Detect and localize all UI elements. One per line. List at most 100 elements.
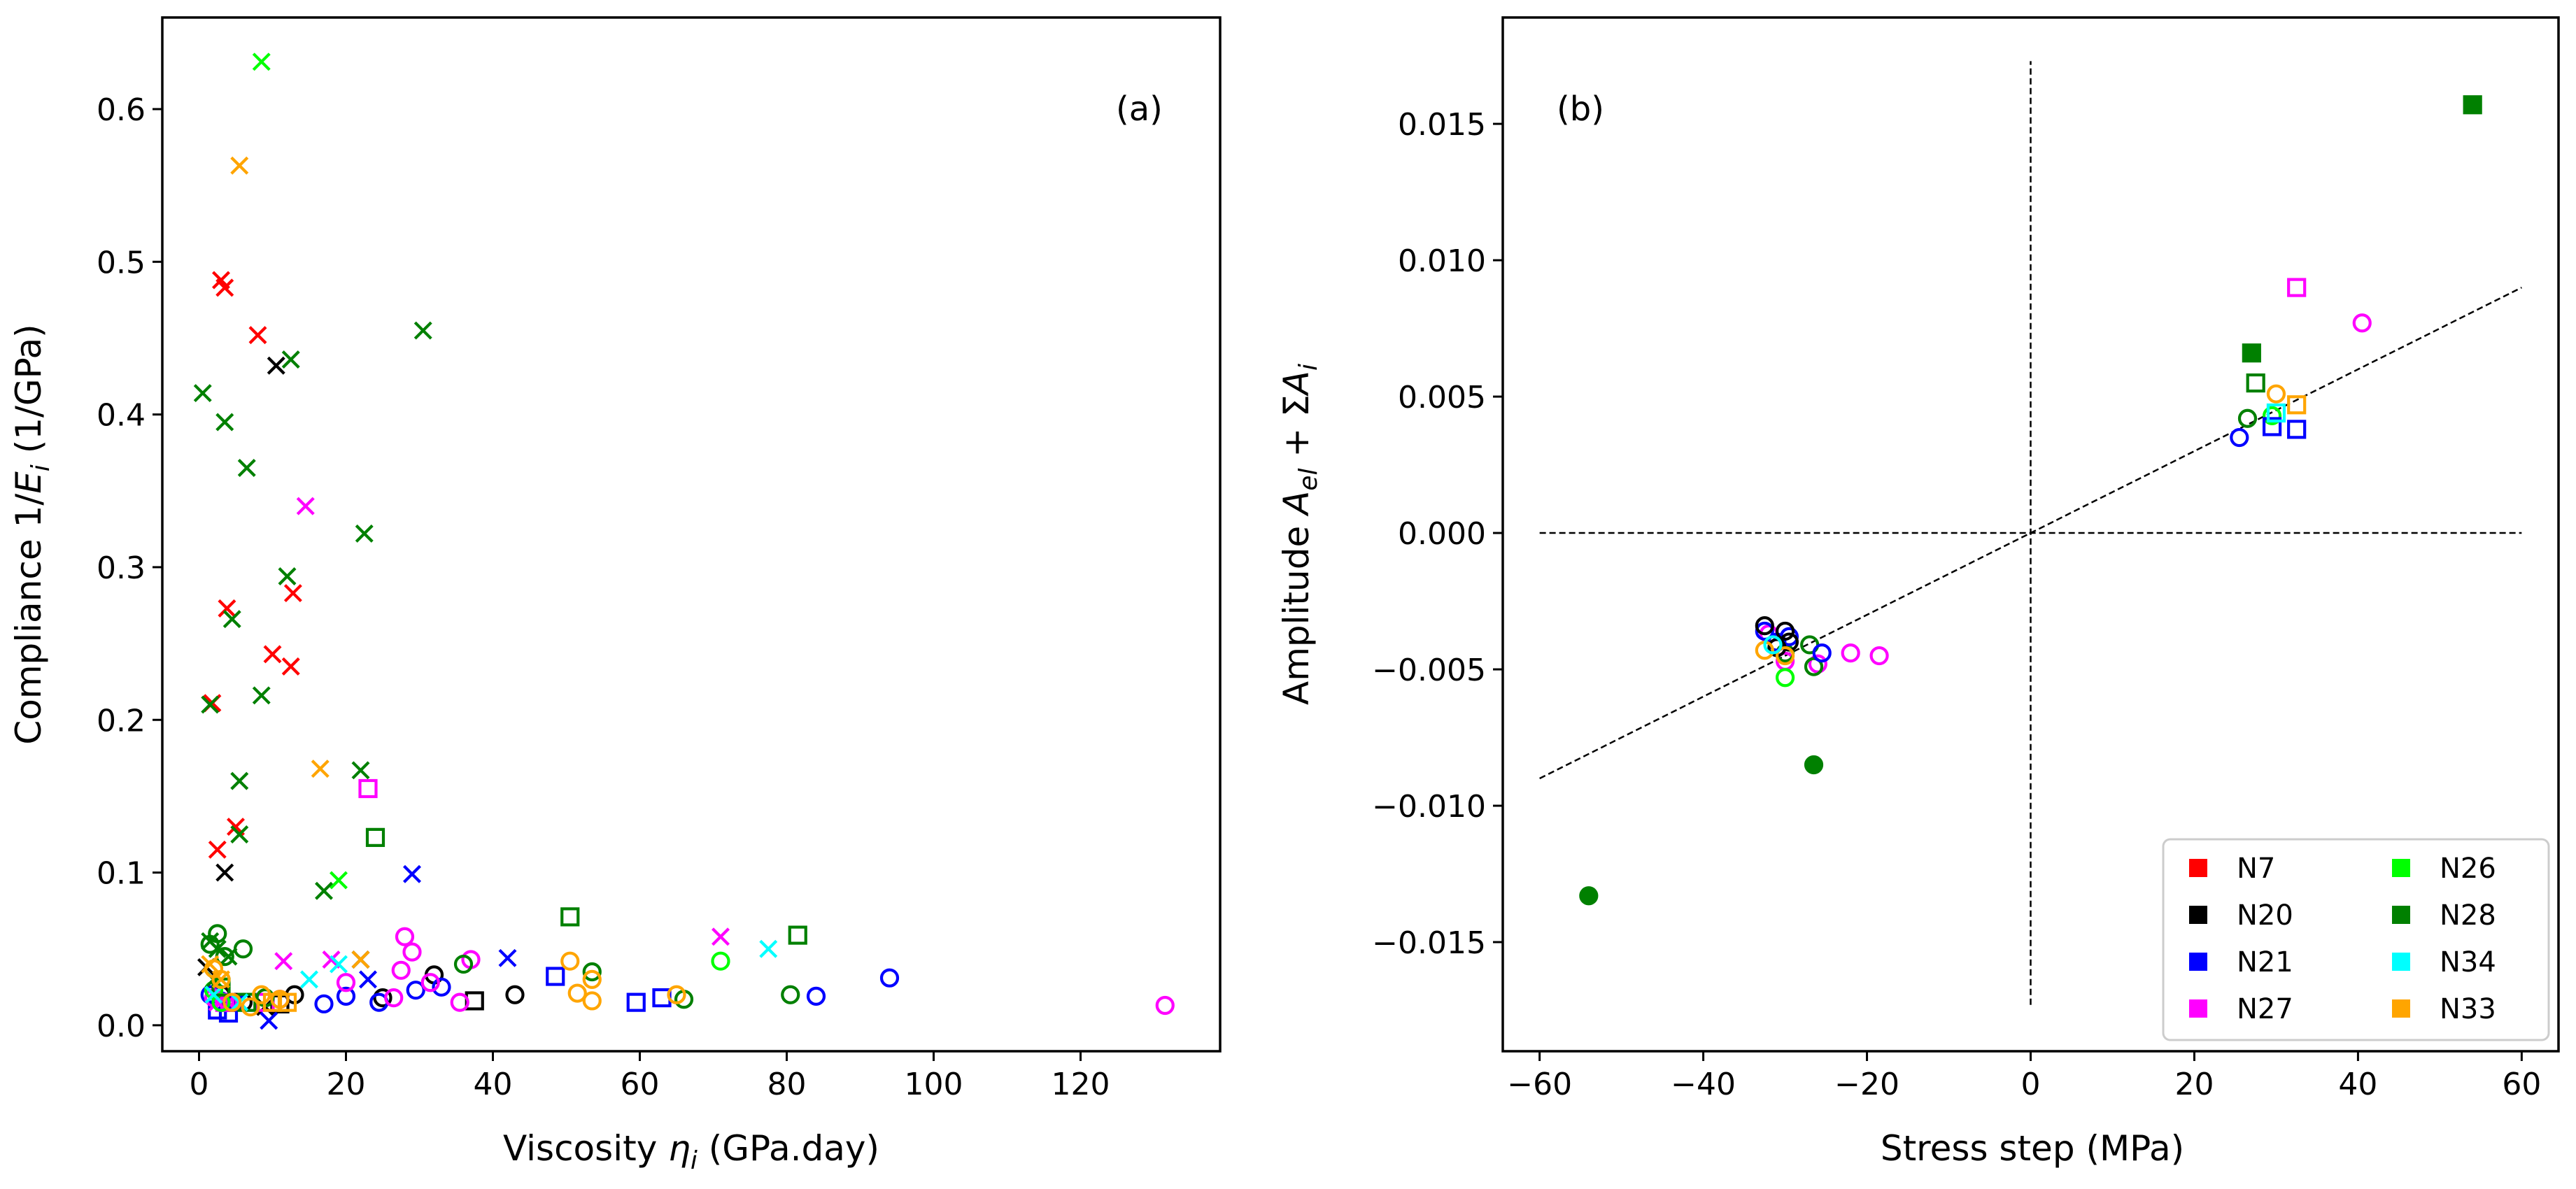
panel-b-y-tick-label: −0.010	[1372, 789, 1486, 825]
data-point-n33	[560, 951, 580, 971]
panel-a-y-tick-label: 0.2	[97, 703, 146, 739]
data-point-n33	[582, 991, 602, 1011]
data-point-n33	[2266, 384, 2286, 404]
panel-b-y-tick-label: 0.000	[1398, 516, 1486, 552]
panel-a-y-tick-label: 0.1	[97, 856, 146, 892]
data-point-n28	[582, 962, 602, 982]
data-point-n26	[252, 52, 271, 71]
data-point-n28	[219, 947, 238, 966]
data-point-n20	[1755, 616, 1774, 636]
data-point-n27	[1869, 646, 1889, 666]
panel-a-x-tick-label: 40	[474, 1067, 513, 1102]
data-point-n7	[208, 840, 227, 859]
panel-a-markers	[193, 52, 1175, 1030]
panel-a-x-tick-label: 120	[1052, 1067, 1110, 1102]
data-point-n26	[2262, 406, 2282, 425]
data-point-n21	[626, 992, 646, 1012]
data-point-n34	[300, 970, 318, 989]
data-point-n21	[432, 977, 451, 997]
data-point-n28	[351, 761, 370, 780]
data-point-n33	[1775, 646, 1795, 666]
data-point-n28	[453, 954, 474, 974]
data-point-n27	[1155, 995, 1175, 1016]
data-point-n34	[204, 985, 223, 1004]
panel-b-x-tick-label: 20	[2174, 1067, 2214, 1102]
data-point-n28	[781, 985, 800, 1004]
data-point-n21	[260, 1011, 278, 1030]
data-point-n7	[215, 278, 234, 297]
panel-a-x-tick-label: 20	[327, 1067, 366, 1102]
data-point-n34	[2266, 403, 2286, 423]
panel-a-x-tick-label: 80	[767, 1067, 807, 1102]
panel-b-x-tick-label: −20	[1834, 1067, 1899, 1102]
legend-swatch-n33	[2392, 999, 2410, 1018]
legend-swatch-n27	[2189, 999, 2207, 1018]
data-point-n27	[395, 927, 415, 946]
panel-b-ticks: −60 −40 −20 0 20 40 60 −0.015 −0.010 −0.005 0.000 0…	[1372, 107, 2541, 1102]
data-point-n21	[359, 970, 377, 989]
data-point-n28	[365, 827, 385, 847]
data-point-n21	[806, 986, 826, 1006]
panel-b-x-tick-label: −60	[1507, 1067, 1572, 1102]
data-point-n27	[336, 973, 356, 992]
legend: N7 N20 N21 N27 N26 N28 N34 N33	[2162, 838, 2550, 1041]
data-point-n21	[546, 967, 565, 986]
panel-a-label: (a)	[1116, 90, 1163, 129]
data-point-n34	[759, 939, 778, 958]
data-point-n28	[355, 524, 374, 543]
data-point-n28	[200, 934, 220, 954]
data-point-n33	[241, 997, 260, 1017]
data-point-n28	[201, 695, 220, 714]
legend-swatch-n28	[2392, 906, 2410, 924]
data-point-n28	[315, 881, 333, 900]
data-point-n28	[2237, 408, 2258, 428]
panel-b-reference-lines	[1539, 61, 2522, 1005]
data-point-n33	[2287, 395, 2307, 415]
data-point-n28	[278, 567, 297, 586]
data-point-n33	[311, 760, 330, 778]
data-point-n34	[1763, 635, 1783, 655]
data-point-n20	[1775, 621, 1795, 641]
data-point-n33	[567, 983, 587, 1003]
panel-b-x-tick-label: 40	[2338, 1067, 2377, 1102]
panel-b-y-tick-label: 0.005	[1398, 380, 1486, 415]
data-point-n28	[281, 350, 300, 369]
data-point-n20	[267, 356, 285, 375]
data-point-n21	[403, 864, 421, 883]
data-point-n21	[498, 948, 517, 967]
data-point-n28	[2463, 95, 2482, 115]
panel-a-x-tick-label: 0	[190, 1067, 209, 1102]
legend-label-n28: N28	[2440, 899, 2496, 932]
data-point-n27	[450, 992, 469, 1012]
panel-a-y-tick-label: 0.4	[97, 398, 146, 434]
data-point-n21	[2230, 427, 2249, 448]
data-point-n7	[248, 326, 267, 345]
panel-b-x-tick-label: 0	[2021, 1067, 2041, 1102]
panel-b: −60 −40 −20 0 20 40 60 −0.015 −0.010 −0.005 0.000 0…	[1276, 16, 2560, 1169]
legend-label-n27: N27	[2237, 993, 2293, 1025]
data-point-n33	[667, 985, 686, 1004]
data-point-n28	[230, 771, 249, 790]
panel-b-label: (b)	[1557, 90, 1604, 129]
data-point-n7	[283, 584, 302, 603]
data-point-n33	[351, 951, 370, 969]
data-point-n27	[2352, 313, 2372, 333]
data-point-n27	[712, 927, 730, 946]
data-point-n7	[263, 645, 282, 664]
data-point-n28	[2246, 373, 2265, 393]
legend-swatch-n7	[2189, 859, 2207, 877]
panel-a-ticks: 0 20 40 60 80 100 120 0.0 0.1 0.2 0.3 0.4 0.5 0.6	[97, 92, 1110, 1102]
legend-swatch-n26	[2392, 859, 2410, 877]
panel-b-y-tick-label: −0.005	[1372, 653, 1486, 688]
panel-a-y-tick-label: 0.3	[97, 550, 146, 586]
panel-a-y-tick-label: 0.0	[97, 1009, 146, 1044]
data-point-n33	[211, 969, 231, 989]
legend-label-n20: N20	[2237, 899, 2293, 932]
data-point-n28	[788, 925, 807, 945]
data-point-n33	[230, 156, 249, 175]
panel-b-y-tick-label: 0.010	[1398, 243, 1486, 279]
legend-label-n26: N26	[2440, 853, 2496, 885]
data-point-n27	[420, 973, 440, 992]
data-point-n28	[413, 321, 432, 340]
